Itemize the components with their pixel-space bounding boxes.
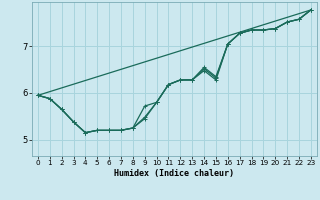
X-axis label: Humidex (Indice chaleur): Humidex (Indice chaleur) xyxy=(115,169,234,178)
